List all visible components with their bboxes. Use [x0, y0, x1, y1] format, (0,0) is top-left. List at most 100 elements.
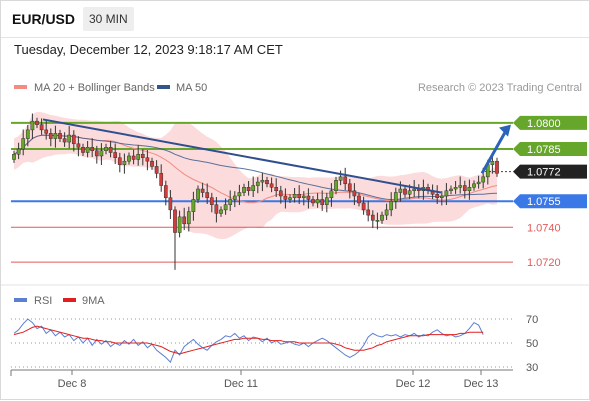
rsi-line	[13, 318, 484, 364]
bollinger-band	[14, 111, 497, 240]
resistance-tag-1	[513, 142, 587, 157]
candle-body	[251, 185, 256, 192]
candle-body	[214, 204, 219, 214]
candle-body	[127, 155, 131, 162]
legend-label-ma20: MA 20 + Bollinger Bands	[34, 82, 155, 94]
candle-body	[315, 199, 320, 204]
resistance-label-1: 1.0785	[527, 144, 561, 156]
candle-body	[219, 209, 223, 214]
ma50-line	[13, 134, 498, 201]
candle-body	[435, 193, 440, 198]
candle-body	[186, 211, 191, 225]
candle-body	[85, 147, 90, 153]
candle-body	[357, 195, 361, 204]
candle-body	[136, 153, 141, 160]
candle-body	[205, 192, 210, 198]
candle-body	[320, 199, 325, 205]
legend-swatch-ma20	[14, 85, 27, 89]
candle-body	[260, 180, 265, 183]
candle-body	[16, 148, 21, 155]
candle-body	[168, 197, 173, 211]
minor-support-label-4: 1.0740	[527, 222, 561, 234]
candle-body	[53, 133, 58, 139]
minor-support-label-5: 1.0720	[527, 257, 561, 269]
candle-body	[191, 199, 196, 212]
candle-body	[12, 153, 16, 160]
candle-body	[278, 190, 283, 197]
candle-body	[380, 214, 384, 221]
candle-body	[140, 153, 145, 158]
candle-body	[39, 124, 44, 131]
candle-body	[439, 195, 444, 198]
candle-body	[209, 197, 214, 205]
timeframe-button[interactable]: 30 MIN	[83, 7, 134, 31]
candle-body	[237, 192, 242, 197]
candle-body	[117, 157, 122, 165]
rsi-tick-label: 70	[526, 314, 538, 326]
legend-swatch-rsi	[14, 298, 27, 302]
rsi-tick-label: 30	[526, 362, 538, 374]
legend-swatch-9ma	[63, 298, 76, 302]
candle-body	[145, 157, 150, 162]
candle-body	[467, 187, 472, 192]
rsi-tick-label: 50	[526, 338, 538, 350]
candle-body	[71, 134, 76, 145]
candle-body	[389, 200, 394, 211]
candle-body	[472, 183, 476, 188]
candle-body	[122, 160, 127, 165]
x-tick-label: Dec 12	[396, 378, 431, 390]
watermark: Research © 2023 Trading Central	[418, 82, 582, 94]
candle-body	[393, 192, 398, 202]
candle-body	[173, 209, 177, 233]
candle-body	[196, 188, 200, 200]
candle-body	[370, 214, 375, 221]
candle-body	[490, 160, 495, 165]
candle-body	[481, 176, 486, 183]
candle-body	[48, 133, 53, 139]
candle-body	[21, 138, 26, 150]
legend-label-ma50: MA 50	[176, 82, 207, 94]
candle-body	[159, 173, 164, 186]
legend-label-9ma: 9MA	[82, 295, 105, 307]
candle-body	[352, 190, 357, 197]
candle-body	[177, 216, 182, 233]
candle-body	[306, 195, 311, 200]
chart-header: EUR/USD 30 MIN	[1, 1, 589, 38]
candle-body	[104, 147, 108, 151]
resistance-label-0: 1.0800	[527, 118, 561, 130]
candle-body	[324, 197, 329, 205]
candle-body	[274, 187, 279, 192]
candle-body	[384, 209, 389, 216]
candle-body	[99, 150, 104, 157]
candle-body	[76, 143, 81, 148]
candle-body	[292, 193, 297, 198]
candle-body	[58, 133, 62, 139]
x-tick-label: Dec 13	[464, 378, 499, 390]
candle-body	[375, 220, 380, 222]
candle-body	[131, 155, 136, 160]
resistance-tag-0	[513, 115, 587, 130]
candle-body	[223, 204, 228, 211]
legend-label-rsi: RSI	[34, 295, 52, 307]
candle-body	[297, 193, 302, 198]
candle-body	[444, 190, 449, 197]
support-label-3: 1.0755	[527, 196, 561, 208]
candle-body	[449, 188, 453, 192]
candle-body	[44, 129, 49, 134]
candle-body	[242, 187, 246, 193]
candle-body	[361, 202, 366, 211]
candle-body	[25, 129, 30, 139]
candle-body	[200, 188, 205, 193]
candle-body	[246, 187, 251, 192]
candle-body	[35, 120, 39, 125]
rsi-9ma-line	[13, 325, 484, 355]
candle-body	[398, 188, 403, 193]
candle-body	[90, 147, 95, 151]
candle-body	[462, 185, 467, 192]
candle-body	[163, 185, 168, 198]
candle-body	[403, 188, 407, 195]
candle-body	[30, 120, 35, 131]
candle-body	[288, 197, 292, 200]
candle-body	[334, 180, 338, 192]
